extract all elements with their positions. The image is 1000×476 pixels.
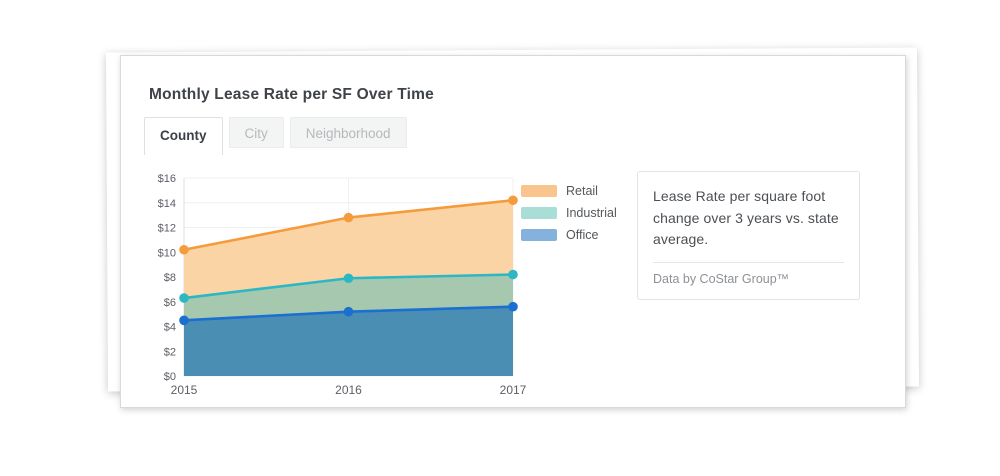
data-point-office <box>179 315 189 326</box>
y-tick-label: $4 <box>164 322 176 334</box>
area-office <box>184 306 513 376</box>
y-tick-label: $8 <box>164 272 176 284</box>
data-point-office <box>343 306 354 317</box>
area-retail <box>184 200 513 299</box>
legend-label: Industrial <box>566 206 617 220</box>
info-text: Lease Rate per square foot change over 3… <box>653 188 839 248</box>
info-box: Lease Rate per square foot change over 3… <box>637 171 860 301</box>
x-tick-label: 2015 <box>171 383 198 397</box>
data-point-office <box>508 301 518 312</box>
chart-legend: Retail Industrial Office <box>521 184 617 242</box>
data-point-retail <box>508 195 518 206</box>
tab-city[interactable]: City <box>228 117 284 148</box>
data-point-retail <box>343 212 354 223</box>
y-tick-label: $14 <box>158 198 176 210</box>
page-title: Monthly Lease Rate per SF Over Time <box>149 86 434 103</box>
data-point-industrial <box>508 269 518 280</box>
legend-label: Retail <box>566 184 598 198</box>
y-tick-label: $10 <box>158 247 176 259</box>
legend-item-retail: Retail <box>521 184 617 198</box>
tab-county[interactable]: County <box>144 117 223 155</box>
data-point-industrial <box>179 293 189 303</box>
legend-swatch-retail <box>521 185 557 197</box>
y-tick-label: $12 <box>158 223 176 235</box>
data-point-retail <box>179 244 189 255</box>
y-tick-label: $2 <box>164 346 176 358</box>
info-divider <box>653 262 844 264</box>
tab-neighborhood[interactable]: Neighborhood <box>289 117 407 148</box>
lease-rate-card: Monthly Lease Rate per SF Over Time Coun… <box>120 55 906 408</box>
legend-swatch-industrial <box>521 207 557 219</box>
lease-rate-chart: $0 $2 $4 $6 $8 $10 $12 $14 $16 2015 2016 2017 <box>147 167 527 403</box>
legend-item-industrial: Industrial <box>521 206 617 220</box>
x-tick-label: 2017 <box>500 383 527 397</box>
legend-label: Office <box>566 228 599 242</box>
legend-item-office: Office <box>521 228 617 242</box>
y-tick-label: $6 <box>164 297 176 309</box>
data-point-industrial <box>343 273 354 284</box>
lease-rate-chart-svg: $0 $2 $4 $6 $8 $10 $12 $14 $16 2015 2016 2017 <box>158 173 527 397</box>
data-source-attribution: Data by CoStar Group™ <box>653 272 790 287</box>
y-tick-label: $0 <box>164 371 176 383</box>
legend-swatch-office <box>521 229 557 241</box>
x-tick-label: 2016 <box>335 383 362 397</box>
geography-tab-bar: County City Neighborhood <box>144 117 407 155</box>
y-tick-label: $16 <box>158 173 176 185</box>
